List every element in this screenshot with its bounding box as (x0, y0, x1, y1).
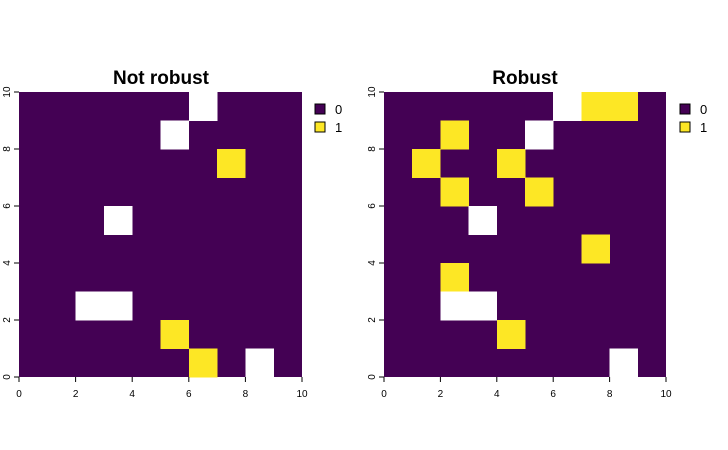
legend-swatch-1-robust (679, 121, 691, 133)
raster-cell-value-1-robust (496, 149, 526, 178)
x-tick-label-not-robust: 10 (296, 389, 308, 400)
legend-label-0-robust: 0 (700, 102, 707, 117)
x-tick-label-not-robust: 0 (16, 389, 22, 400)
raster-cell-value-1-robust (609, 92, 639, 121)
panel-title-robust: Robust (492, 68, 558, 89)
raster-cell-value-1-robust (581, 234, 610, 264)
robust-panel: Robust 0 2 4 6 8 10 0 2 4 6 8 10 0 1 (367, 68, 707, 400)
raster-cell-value-1-not-robust (188, 348, 218, 378)
raster-cell-missing-not-robust (75, 291, 105, 321)
legend-swatch-0-robust (679, 103, 691, 115)
raster-cell-missing-robust (468, 206, 498, 235)
raster-cell-value-1-robust (581, 92, 610, 121)
x-tick-label-robust: 4 (494, 389, 500, 400)
y-tick-label-not-robust: 4 (2, 260, 13, 266)
raster-cell-missing-not-robust (245, 348, 274, 378)
raster-cell-value-1-not-robust (217, 149, 246, 178)
raster-cell-missing-not-robust (103, 291, 133, 321)
raster-cell-value-1-not-robust (160, 320, 190, 349)
x-tick-label-not-robust: 2 (73, 389, 79, 400)
x-tick-label-robust: 6 (550, 389, 556, 400)
y-tick-label-not-robust: 10 (2, 86, 13, 98)
y-tick-label-robust: 0 (367, 374, 378, 380)
raster-cell-missing-not-robust (103, 206, 133, 235)
not-robust-panel: Not robust 0 2 4 6 8 10 0 2 4 6 8 10 0 1 (2, 68, 342, 400)
x-tick-label-robust: 10 (660, 389, 672, 400)
y-tick-label-robust: 4 (367, 260, 378, 266)
panel-title-not-robust: Not robust (113, 68, 210, 89)
y-tick-label-not-robust: 6 (2, 203, 13, 209)
raster-cell-missing-robust (609, 348, 639, 378)
legend-label-1-not-robust: 1 (335, 120, 342, 135)
raster-cell-value-1-robust (440, 177, 469, 207)
x-tick-label-not-robust: 4 (129, 389, 135, 400)
raster-cell-value-1-robust (440, 120, 469, 150)
raster-cell-value-1-robust (496, 320, 526, 349)
raster-cell-value-1-robust (525, 177, 554, 207)
y-tick-label-not-robust: 0 (2, 374, 13, 380)
y-tick-label-not-robust: 8 (2, 146, 13, 152)
raster-cell-missing-robust (525, 120, 554, 150)
y-tick-label-robust: 10 (367, 86, 378, 98)
x-tick-label-robust: 8 (607, 389, 613, 400)
legend-swatch-1-not-robust (314, 121, 326, 133)
y-tick-label-not-robust: 2 (2, 317, 13, 323)
raster-cell-missing-robust (468, 291, 498, 321)
y-tick-label-robust: 2 (367, 317, 378, 323)
legend-label-0-not-robust: 0 (335, 102, 342, 117)
raster-cell-value-1-robust (440, 263, 469, 292)
raster-cell-value-1-robust (412, 149, 441, 178)
x-tick-label-robust: 2 (438, 389, 444, 400)
legend-swatch-0-not-robust (314, 103, 326, 115)
x-tick-label-not-robust: 6 (186, 389, 192, 400)
raster-cell-missing-not-robust (160, 120, 190, 150)
raster-cell-missing-not-robust (188, 92, 218, 121)
raster-cell-missing-robust (553, 92, 582, 121)
y-tick-label-robust: 6 (367, 203, 378, 209)
raster-cell-missing-robust (440, 291, 469, 321)
x-tick-label-robust: 0 (381, 389, 387, 400)
x-tick-label-not-robust: 8 (243, 389, 249, 400)
legend-label-1-robust: 1 (700, 120, 707, 135)
y-tick-label-robust: 8 (367, 146, 378, 152)
